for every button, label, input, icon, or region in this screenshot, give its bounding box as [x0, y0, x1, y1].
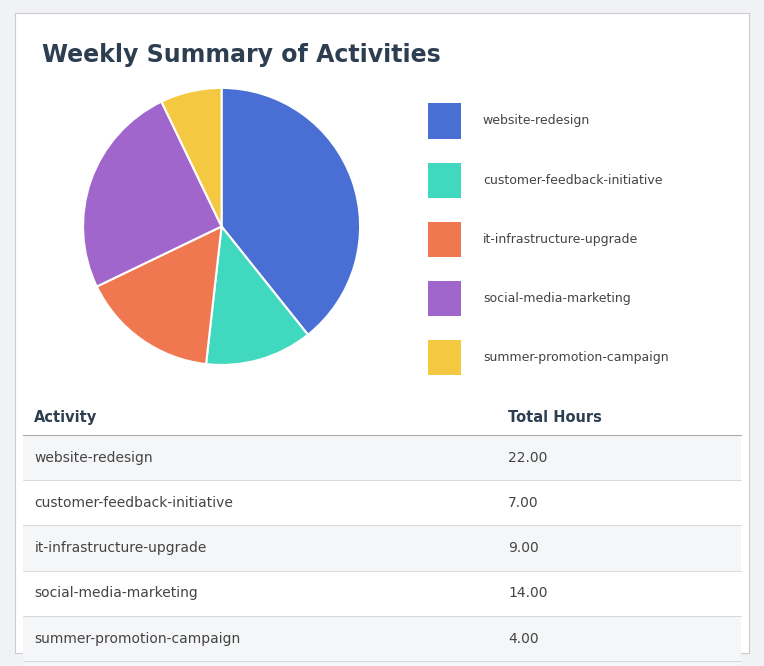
Text: website-redesign: website-redesign	[34, 450, 153, 465]
Text: 4.00: 4.00	[508, 631, 539, 646]
FancyBboxPatch shape	[428, 281, 461, 316]
Text: customer-feedback-initiative: customer-feedback-initiative	[34, 496, 233, 510]
Wedge shape	[222, 88, 360, 335]
FancyBboxPatch shape	[428, 340, 461, 375]
Text: it-infrastructure-upgrade: it-infrastructure-upgrade	[483, 232, 638, 246]
Text: it-infrastructure-upgrade: it-infrastructure-upgrade	[34, 541, 207, 555]
FancyBboxPatch shape	[428, 163, 461, 198]
FancyBboxPatch shape	[428, 103, 461, 139]
Text: social-media-marketing: social-media-marketing	[483, 292, 630, 305]
Wedge shape	[97, 226, 222, 364]
Text: Weekly Summary of Activities: Weekly Summary of Activities	[42, 43, 441, 67]
Text: 7.00: 7.00	[508, 496, 539, 510]
FancyBboxPatch shape	[428, 222, 461, 257]
Text: summer-promotion-campaign: summer-promotion-campaign	[483, 351, 668, 364]
Text: 22.00: 22.00	[508, 450, 548, 465]
Text: 14.00: 14.00	[508, 586, 548, 601]
Text: Activity: Activity	[34, 410, 98, 425]
Wedge shape	[206, 226, 308, 365]
Text: summer-promotion-campaign: summer-promotion-campaign	[34, 631, 241, 646]
Text: social-media-marketing: social-media-marketing	[34, 586, 198, 601]
Wedge shape	[161, 88, 222, 226]
Text: customer-feedback-initiative: customer-feedback-initiative	[483, 174, 662, 186]
Text: website-redesign: website-redesign	[483, 115, 590, 127]
Wedge shape	[83, 102, 222, 286]
Text: 9.00: 9.00	[508, 541, 539, 555]
Text: Total Hours: Total Hours	[508, 410, 602, 425]
